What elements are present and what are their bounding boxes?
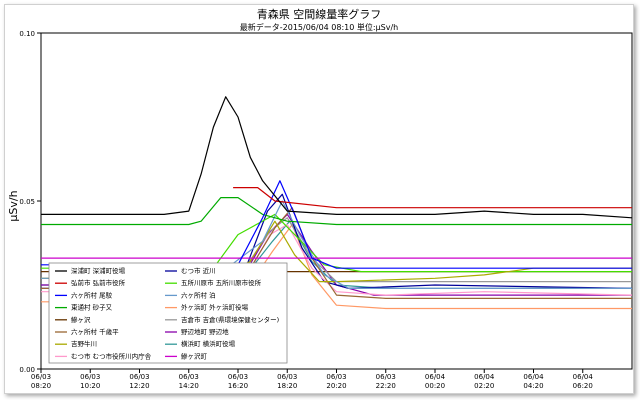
x-tick-date: 06/04 [523,373,544,381]
x-tick-date: 06/04 [573,373,594,381]
x-tick-time: 10:20 [80,382,100,390]
x-tick-time: 16:20 [228,382,248,390]
x-tick-time: 14:20 [179,382,199,390]
x-tick-time: 20:20 [326,382,346,390]
x-tick-date: 06/03 [228,373,248,381]
legend-label: 吉野牛川 [71,339,97,348]
series-line [41,96,633,219]
legend-label: 東通村 砂子又 [71,303,113,312]
y-tick-label: 0.05 [19,198,35,206]
legend-label: 六ヶ所村 泊 [181,290,216,299]
x-tick-date: 06/03 [129,373,149,381]
x-axis-ticks: 06/0308:2006/0310:2006/0312:2006/0314:20… [31,369,593,390]
legend-label: 吉倉市 吉倉(県環境保健センター) [181,315,279,324]
series-line [41,197,632,226]
chart-subtitle: 最新データ-2015/06/04 08:10 単位:μSv/h [240,22,399,32]
legend-label: 六ヶ所村 千歳平 [71,327,119,336]
y-tick-label: 0.10 [19,30,35,38]
x-tick-time: 22:20 [376,382,396,390]
line-chart: 青森県 空間線量率グラフ 最新データ-2015/06/04 08:10 単位:μ… [7,7,633,390]
x-tick-time: 08:20 [31,382,51,390]
legend-label: むつ市 むつ市役所川内庁舎 [71,351,152,360]
legend-label: 横浜町 横浜町役場 [181,339,236,348]
x-tick-time: 18:20 [277,382,297,390]
legend-label: 野辺地町 野辺地 [181,327,229,336]
x-tick-time: 04:20 [523,382,543,390]
chart-frame: 青森県 空間線量率グラフ 最新データ-2015/06/04 08:10 単位:μ… [4,4,634,394]
x-tick-date: 06/03 [31,373,51,381]
legend-label: むつ市 近川 [181,266,216,275]
legend-label: 鰺ヶ沢 [71,315,91,324]
legend-label: 鰺ヶ沢町 [181,351,208,360]
x-tick-date: 06/03 [277,373,297,381]
legend-label: 外ヶ浜町 外ヶ浜町役場 [181,303,249,312]
x-tick-date: 06/03 [376,373,396,381]
legend-label: 五所川原市 五所川原市役所 [181,278,262,287]
chart-title: 青森県 空間線量率グラフ [257,7,382,21]
x-tick-date: 06/04 [425,373,446,381]
legend-label: 深浦町 深浦町役場 [71,266,126,275]
series-line [233,187,632,209]
legend-box [48,262,288,364]
x-tick-date: 06/03 [326,373,346,381]
x-tick-date: 06/03 [179,373,199,381]
y-tick-label: 0.00 [19,366,35,374]
y-axis-label: μSv/h [7,190,20,221]
legend-label: 弘前市 弘前市役所 [71,278,126,287]
x-tick-time: 06:20 [573,382,593,390]
y-axis-ticks: 0.00 0.05 0.10 [19,30,41,374]
x-tick-time: 02:20 [474,382,494,390]
x-tick-date: 06/03 [80,373,100,381]
legend-label: 六ヶ所村 尾駮 [71,290,113,299]
x-tick-time: 12:20 [129,382,149,390]
x-tick-time: 00:20 [425,382,445,390]
x-tick-date: 06/04 [474,373,495,381]
